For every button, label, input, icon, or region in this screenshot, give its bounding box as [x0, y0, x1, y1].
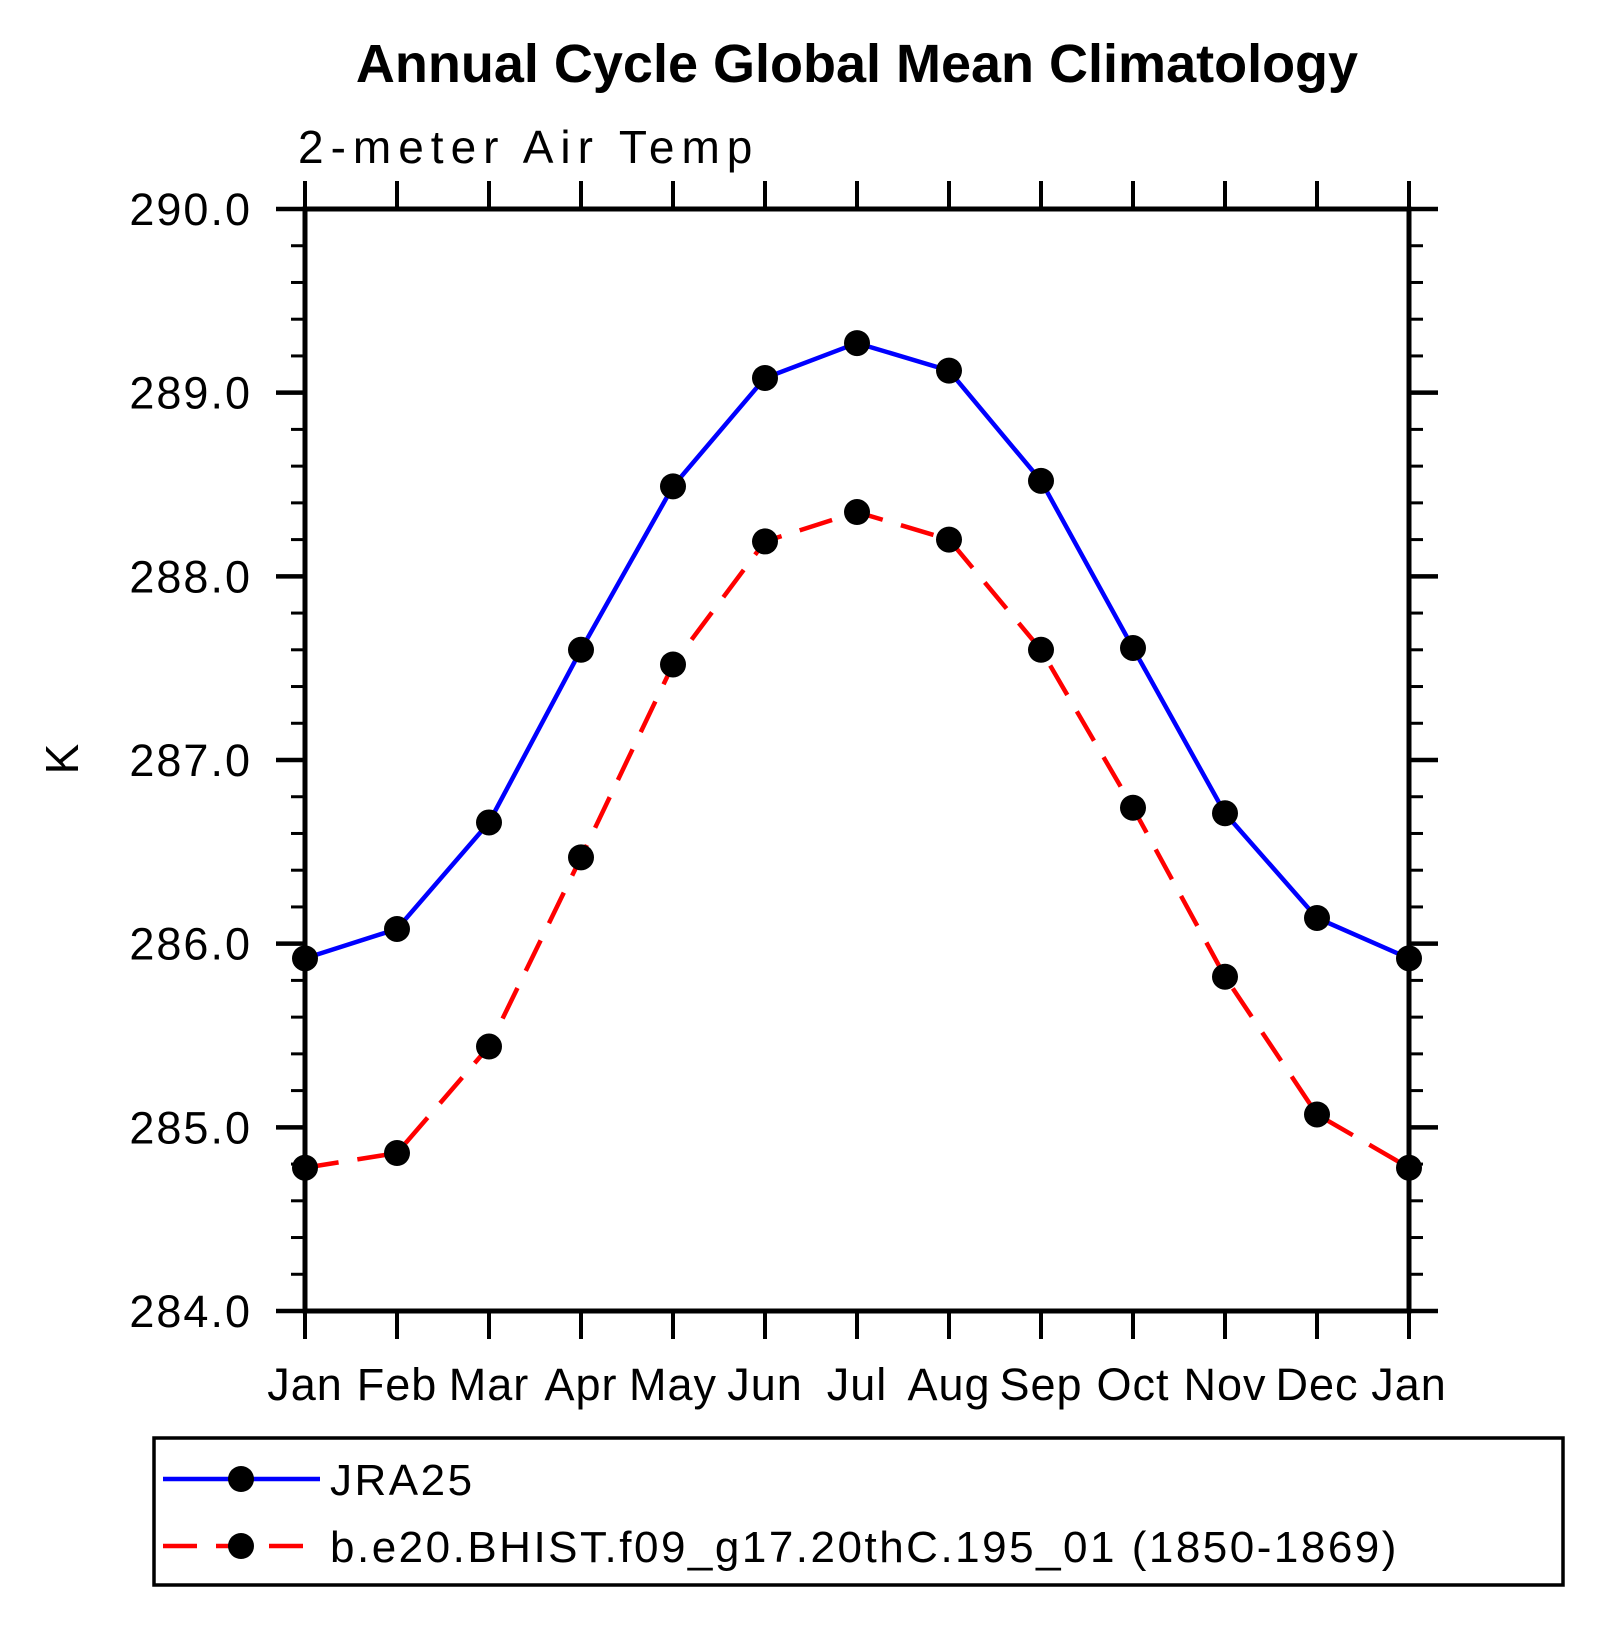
data-point-marker: [1120, 794, 1146, 821]
data-point-marker: [384, 915, 410, 942]
x-tick-label: Mar: [449, 1359, 530, 1410]
legend-label-jra25: JRA25: [330, 1456, 475, 1505]
y-tick-label: 288.0: [129, 551, 252, 602]
data-point-marker: [936, 526, 962, 553]
data-point-marker: [384, 1140, 410, 1167]
data-point-marker: [1396, 1154, 1422, 1181]
plot-border: [302, 206, 1412, 1314]
data-point-marker: [660, 473, 686, 500]
legend-sample-marker: [228, 1466, 254, 1492]
y-tick-label: 290.0: [129, 184, 252, 235]
y-tick-label: 287.0: [129, 735, 252, 786]
legend: JRA25 b.e20.BHIST.f09_g17.20thC.195_01 (…: [152, 1436, 1565, 1587]
data-point-marker: [752, 528, 778, 555]
data-point-marker: [1304, 1101, 1330, 1128]
data-point-marker: [844, 499, 870, 526]
data-point-marker: [1028, 467, 1054, 494]
legend-samples: [163, 1466, 320, 1559]
x-tick-label: Apr: [544, 1359, 617, 1410]
x-tick-label: Jul: [827, 1359, 888, 1410]
x-axis-ticks: [303, 181, 1411, 1339]
legend-label-model: b.e20.BHIST.f09_g17.20thC.195_01 (1850-1…: [330, 1523, 1399, 1572]
x-tick-label: Jan: [1371, 1359, 1447, 1410]
x-tick-label: Dec: [1275, 1359, 1358, 1410]
y-axis-ticks: [276, 206, 1438, 1314]
chart-title: Annual Cycle Global Mean Climatology: [356, 34, 1358, 94]
data-point-marker: [476, 809, 502, 836]
x-axis-labels: Jan Feb Mar Apr May Jun Jul Aug Sep Oct Nov Dec Jan: [267, 1359, 1447, 1410]
x-tick-label: Oct: [1096, 1359, 1169, 1410]
data-point-marker: [1212, 800, 1238, 827]
x-tick-label: Nov: [1183, 1359, 1266, 1410]
legend-sample-marker: [228, 1533, 254, 1559]
y-tick-label: 289.0: [129, 368, 252, 419]
data-point-marker: [660, 651, 686, 678]
data-point-marker: [1212, 963, 1238, 990]
x-tick-label: May: [629, 1359, 717, 1410]
series-layer: [292, 330, 1422, 1181]
data-point-marker: [292, 945, 318, 972]
y-tick-label: 286.0: [129, 919, 252, 970]
x-tick-label: Feb: [357, 1359, 438, 1410]
data-point-marker: [476, 1033, 502, 1060]
y-axis-unit-label: K: [36, 742, 88, 775]
series-line-solid: [304, 340, 1410, 961]
y-axis-labels: 284.0 285.0 286.0 287.0 288.0 289.0 290.0: [129, 184, 252, 1337]
data-point-marker: [752, 364, 778, 391]
data-point-marker: [1304, 904, 1330, 931]
x-tick-label: Sep: [999, 1359, 1082, 1410]
data-point-marker: [936, 357, 962, 384]
x-tick-label: Jan: [267, 1359, 343, 1410]
x-tick-label: Jun: [727, 1359, 803, 1410]
plot-frame: [302, 206, 1412, 1314]
data-point-marker: [1028, 636, 1054, 663]
series-line-dashed: [304, 509, 1411, 1170]
y-tick-label: 284.0: [129, 1286, 252, 1337]
legend-box: [152, 1436, 1565, 1587]
chart-subtitle: 2-meter Air Temp: [298, 121, 759, 173]
y-tick-label: 285.0: [129, 1102, 252, 1153]
data-point-marker: [292, 1154, 318, 1181]
data-point-marker: [568, 844, 594, 871]
data-point-marker: [1396, 945, 1422, 972]
x-tick-label: Aug: [907, 1359, 990, 1410]
data-point-marker: [1120, 634, 1146, 661]
data-point-marker: [844, 330, 870, 357]
data-point-marker: [568, 636, 594, 663]
